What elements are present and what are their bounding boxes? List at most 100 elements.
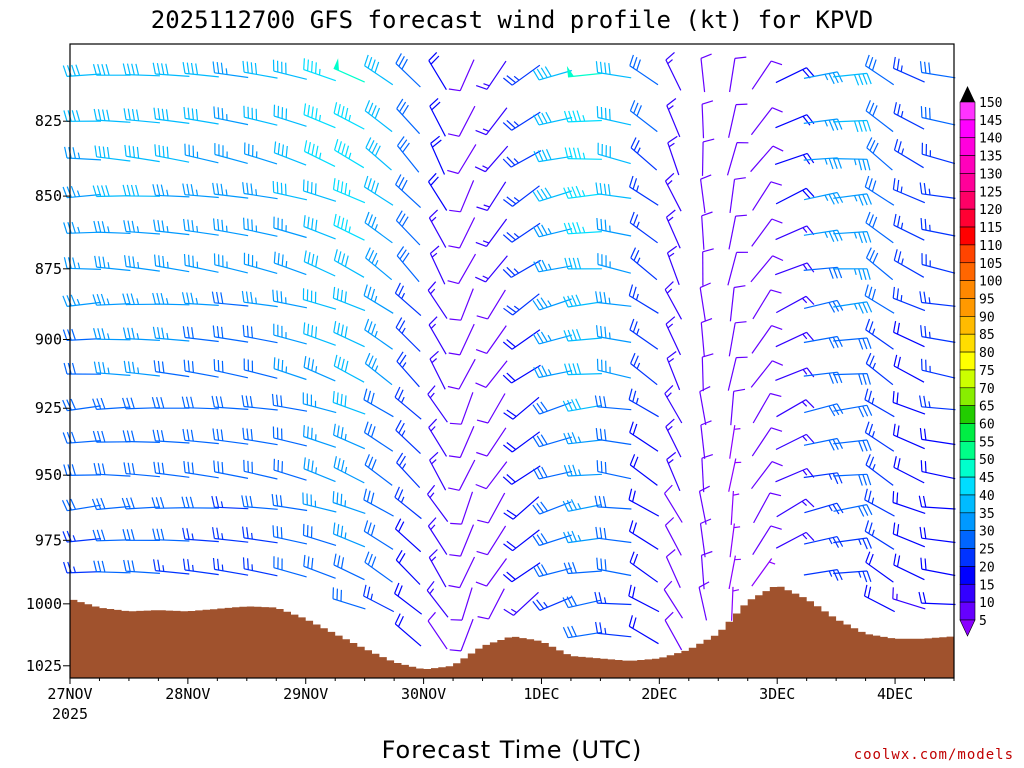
wind-barb-feather	[566, 399, 573, 411]
wind-barb-feather	[395, 419, 402, 431]
wind-barb	[864, 54, 895, 86]
wind-barb	[563, 464, 602, 477]
wind-barb-staff	[66, 474, 102, 476]
wind-barb	[833, 570, 872, 583]
wind-barb-feather	[340, 493, 343, 506]
colorbar-swatch-30	[959, 530, 976, 549]
wind-barb-feather	[607, 184, 611, 196]
wind-barb	[395, 174, 422, 209]
wind-barb-staff	[333, 434, 366, 450]
wind-barb-feather	[570, 595, 578, 606]
wind-barb-feather	[699, 282, 711, 289]
x-tick-label-4: 1DEC	[523, 685, 559, 703]
wind-barb-feather	[920, 325, 923, 337]
wind-barb	[563, 432, 602, 445]
wind-barb-feather	[63, 561, 68, 574]
wind-barb-staff	[701, 458, 705, 493]
wind-barb-feather	[532, 535, 540, 546]
wind-barb	[563, 185, 602, 199]
wind-barb-staff	[395, 559, 421, 585]
wind-barb-feather	[127, 220, 131, 232]
wind-barb-feather	[341, 143, 346, 155]
wind-barb-feather	[368, 355, 374, 367]
wind-barb	[364, 211, 393, 244]
wind-barb-staff	[364, 110, 393, 133]
wind-barb-feather	[370, 392, 375, 405]
wind-barb-feather	[871, 180, 877, 192]
wind-barb	[833, 337, 872, 350]
wind-barb-feather	[503, 512, 514, 520]
wind-barb-half-feather	[872, 463, 876, 471]
wind-barb-feather	[866, 405, 873, 416]
wind-barb-feather	[864, 54, 870, 66]
wind-barb-feather	[893, 249, 898, 261]
wind-barb-staff	[244, 228, 278, 237]
wind-barb	[595, 621, 632, 638]
wind-barb	[892, 178, 926, 204]
colorbar-swatch-145	[959, 119, 976, 139]
wind-barb-feather	[188, 254, 190, 267]
wind-barb-feather	[160, 397, 165, 409]
wind-barb-feather	[734, 285, 746, 289]
wind-barb-feather	[537, 467, 544, 479]
wind-barb-staff	[125, 74, 160, 77]
wind-barb-feather	[123, 360, 127, 373]
wind-barb	[447, 144, 477, 175]
wind-barb	[211, 291, 249, 307]
wind-barb-staff	[699, 523, 706, 558]
wind-barb-feather	[628, 488, 633, 500]
wind-barb-feather	[221, 326, 224, 339]
wind-barb-feather	[249, 396, 253, 408]
wind-barb-staff	[395, 429, 421, 455]
wind-barb-feather	[599, 395, 603, 408]
wind-barb	[394, 518, 422, 553]
wind-barb-feather	[101, 64, 106, 76]
wind-barb-feather	[101, 221, 106, 233]
colorbar-label-45: 45	[979, 471, 995, 486]
wind-barb-staff	[274, 262, 307, 276]
wind-barb-staff	[568, 631, 602, 639]
wind-barb	[271, 393, 308, 412]
wind-barb-feather	[428, 549, 438, 558]
wind-barb-feather	[541, 149, 548, 161]
wind-barb-staff	[751, 325, 772, 354]
wind-barb-feather	[567, 295, 573, 307]
wind-barb-feather	[363, 421, 369, 433]
wind-barb	[666, 98, 681, 138]
wind-barb-feather	[242, 60, 245, 73]
wind-barb	[698, 485, 710, 525]
wind-barb	[449, 618, 474, 652]
wind-barb-staff	[776, 295, 807, 314]
wind-barb-staff	[303, 226, 336, 240]
wind-barb	[183, 218, 219, 236]
colorbar-label-55: 55	[979, 435, 995, 450]
wind-barb	[332, 178, 366, 204]
wind-barb-staff	[273, 567, 307, 578]
wind-barb-feather	[540, 564, 548, 575]
wind-barb-feather	[92, 185, 98, 197]
wind-barb	[303, 250, 336, 277]
wind-barb-staff	[214, 193, 249, 199]
wind-barb-feather	[247, 218, 249, 231]
wind-barb	[502, 329, 541, 350]
wind-barb	[566, 66, 602, 78]
wind-barb-staff	[429, 105, 446, 137]
wind-barb-half-feather	[107, 226, 110, 233]
wind-barb-feather	[920, 557, 923, 570]
wind-barb	[122, 397, 160, 410]
wind-barb-feather	[604, 461, 607, 474]
wind-barb-feather	[398, 422, 405, 434]
wind-barb-feather	[476, 85, 488, 90]
wind-barb-feather	[449, 554, 461, 557]
wind-barb-feather	[191, 361, 194, 373]
wind-barb-feather	[867, 586, 872, 599]
wind-barb-feather	[216, 326, 220, 338]
wind-barb-feather	[541, 259, 548, 271]
wind-barb-staff	[803, 71, 838, 79]
colorbar-swatch-55	[959, 441, 976, 460]
wind-barb-feather	[667, 135, 678, 144]
wind-barb	[865, 454, 894, 486]
wind-barb-staff	[804, 502, 838, 514]
wind-barb-staff	[893, 112, 925, 130]
wind-barb-feather	[368, 140, 375, 151]
